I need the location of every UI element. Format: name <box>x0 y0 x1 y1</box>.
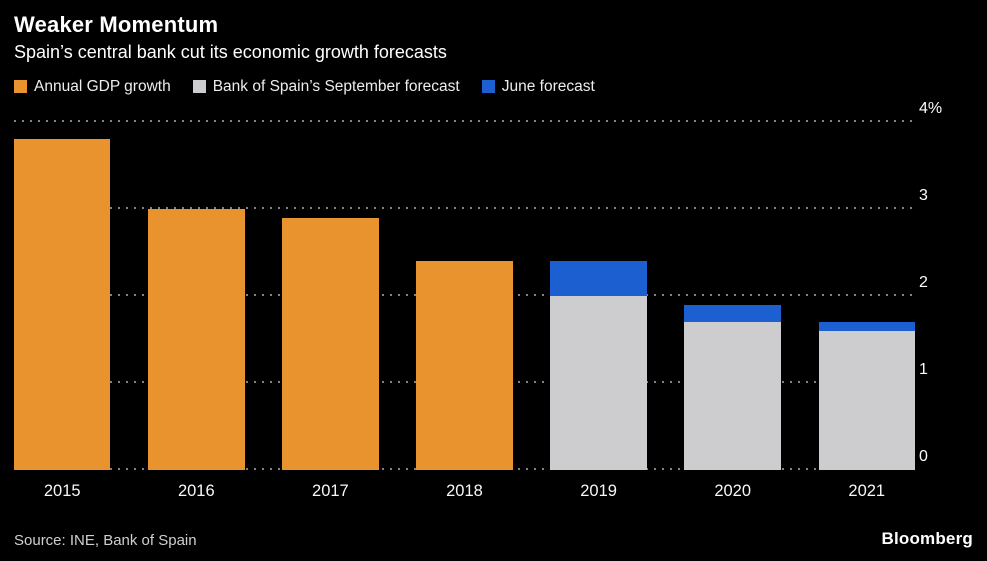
june-forecast-segment-2019 <box>550 261 647 296</box>
chart-title: Weaker Momentum <box>14 12 219 37</box>
chart-subtitle: Spain’s central bank cut its economic gr… <box>14 42 447 63</box>
bar-2015 <box>14 122 111 470</box>
june-forecast-segment-2021 <box>818 322 915 331</box>
bars-container <box>14 122 915 470</box>
bar-2019 <box>550 122 647 470</box>
legend-label: Bank of Spain’s September forecast <box>212 77 460 95</box>
bloomberg-logo: Bloomberg <box>881 529 973 548</box>
y-tick-label-2: 2 <box>919 273 928 291</box>
chart-footer: Source: INE, Bank of Spain Bloomberg <box>14 529 973 549</box>
september-forecast-segment-2019 <box>550 295 647 470</box>
x-tick-label-2018: 2018 <box>446 481 483 500</box>
september-forecast-segment-2021 <box>818 330 915 470</box>
annual-gdp-segment-2018 <box>416 261 513 470</box>
source-note: Source: INE, Bank of Spain <box>14 532 197 549</box>
y-tick-label-0: 0 <box>919 447 928 465</box>
legend-item: June forecast <box>481 77 595 96</box>
y-tick-label-1: 1 <box>919 360 928 378</box>
x-tick-label-2017: 2017 <box>312 481 349 500</box>
legend-label: June forecast <box>501 77 595 95</box>
y-tick-label-4: 4% <box>919 99 943 117</box>
bar-2021 <box>818 122 915 470</box>
chart-legend: Annual GDP growth Bank of Spain’s Septemb… <box>14 78 973 96</box>
x-tick-label-2015: 2015 <box>43 481 81 500</box>
legend-item: Bank of Spain’s September forecast <box>192 77 460 96</box>
annual-gdp-segment-2015 <box>14 139 111 470</box>
legend-item: Annual GDP growth <box>14 78 171 96</box>
x-tick-label-2021: 2021 <box>848 481 886 500</box>
gdp-growth-bar-chart: 4% 3 2 1 0 <box>14 100 942 470</box>
june-forecast-segment-2020 <box>684 304 781 322</box>
x-tick-label-2016: 2016 <box>177 481 215 500</box>
x-tick-label-2020: 2020 <box>714 481 752 500</box>
orange-square-icon <box>14 80 27 94</box>
gridline-3 <box>14 206 915 209</box>
bar-2017 <box>282 122 379 470</box>
x-axis-labels: 2015 2016 2017 2018 2019 2020 2021 <box>14 482 915 501</box>
september-forecast-segment-2020 <box>684 322 781 470</box>
bar-2020 <box>684 122 781 470</box>
x-tick-label-2019: 2019 <box>580 481 617 500</box>
blue-square-icon <box>481 80 495 94</box>
bar-2018 <box>416 122 513 470</box>
gray-square-icon <box>192 80 206 94</box>
annual-gdp-segment-2017 <box>282 217 379 470</box>
y-tick-label-3: 3 <box>919 186 928 204</box>
annual-gdp-segment-2016 <box>148 208 245 470</box>
legend-label: Annual GDP growth <box>34 77 171 95</box>
bar-2016 <box>148 122 245 470</box>
plot-area: 4% 3 2 1 0 <box>14 100 942 470</box>
chart-header: Weaker Momentum Spain’s central bank cut… <box>14 12 973 64</box>
gridline-4 <box>14 119 915 122</box>
